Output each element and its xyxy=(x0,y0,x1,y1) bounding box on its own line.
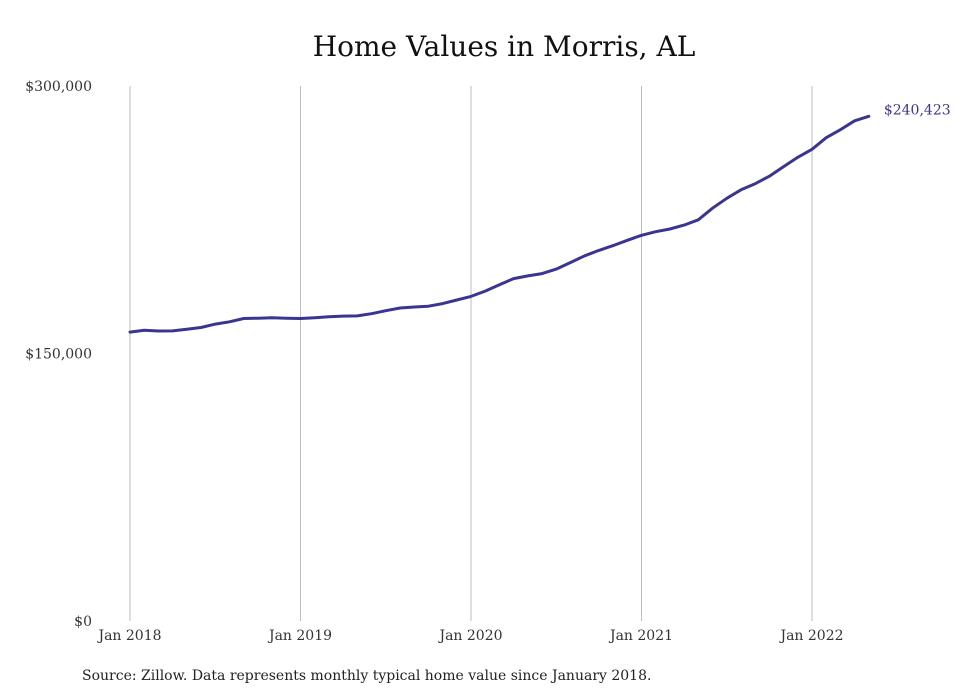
series-layer xyxy=(128,114,871,334)
x-tick-label: Jan 2019 xyxy=(267,628,332,644)
source-note: Source: Zillow. Data represents monthly … xyxy=(82,668,652,684)
home-value-line xyxy=(128,114,871,334)
end-value-label: $240,423 xyxy=(884,102,951,118)
y-tick-label: $150,000 xyxy=(25,347,92,363)
x-tick-label: Jan 2020 xyxy=(437,628,502,644)
x-axis-ticks: Jan 2018 Jan 2019 Jan 2020 Jan 2021 Jan 2022 xyxy=(96,628,843,644)
y-tick-label: $300,000 xyxy=(25,79,92,95)
x-tick-label: Jan 2021 xyxy=(608,628,673,644)
x-tick-label: Jan 2018 xyxy=(96,628,161,644)
grid-lines xyxy=(129,86,813,621)
y-axis-ticks: $0 $150,000 $300,000 xyxy=(25,79,92,630)
x-tick-label: Jan 2022 xyxy=(778,628,843,644)
y-tick-label: $0 xyxy=(74,614,92,630)
chart-title: Home Values in Morris, AL xyxy=(312,30,696,63)
